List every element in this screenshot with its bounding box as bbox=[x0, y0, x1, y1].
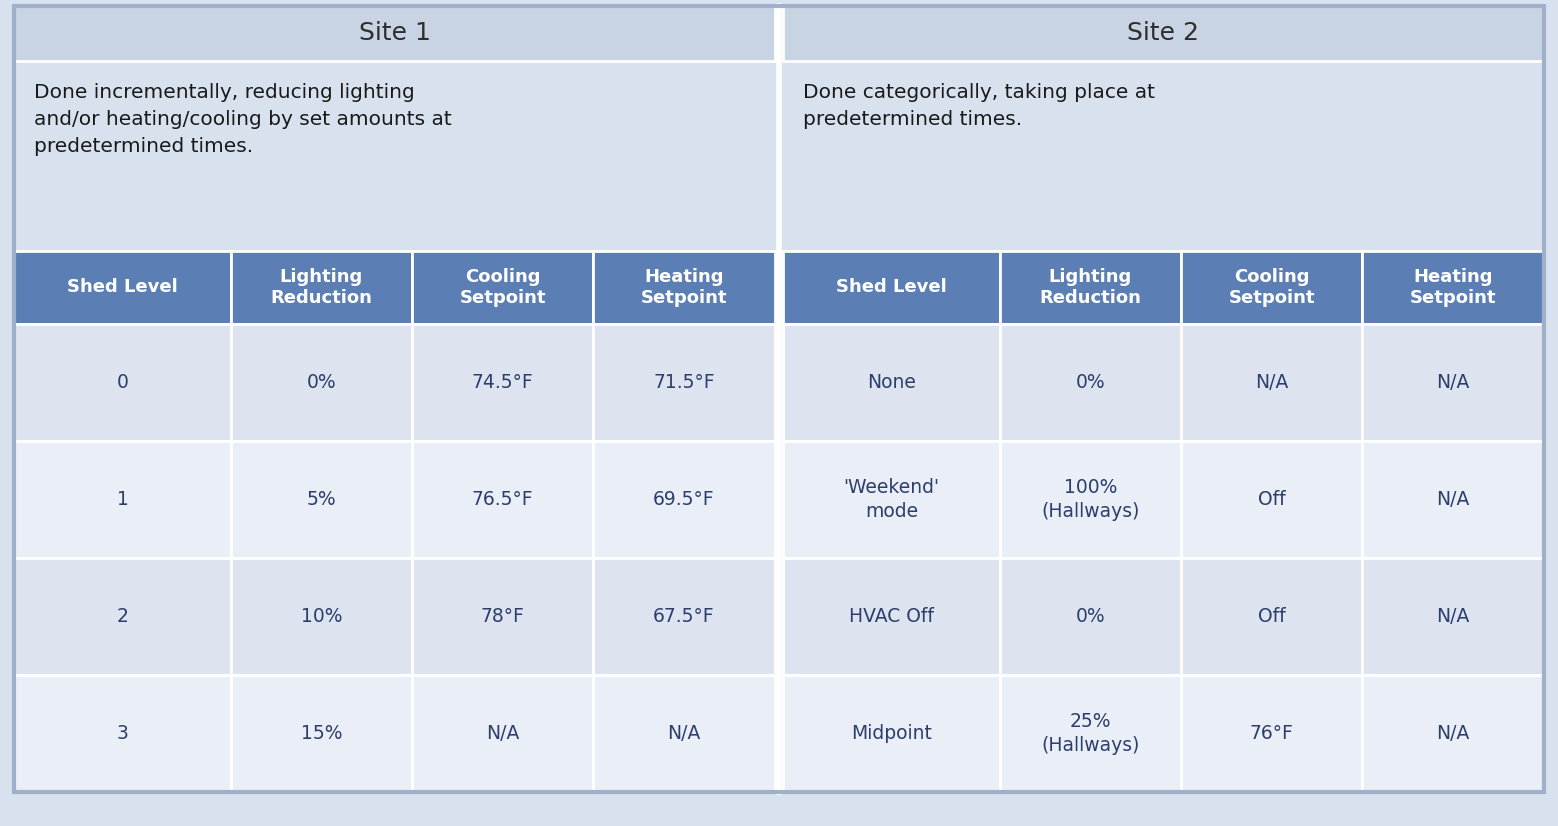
FancyBboxPatch shape bbox=[1181, 251, 1362, 324]
FancyBboxPatch shape bbox=[1181, 558, 1362, 675]
FancyBboxPatch shape bbox=[1362, 675, 1544, 792]
Text: 74.5°F: 74.5°F bbox=[472, 373, 533, 392]
Text: 76.5°F: 76.5°F bbox=[472, 490, 533, 509]
Text: 69.5°F: 69.5°F bbox=[653, 490, 715, 509]
FancyBboxPatch shape bbox=[231, 441, 411, 558]
Text: N/A: N/A bbox=[1254, 373, 1288, 392]
Text: Site 2: Site 2 bbox=[1128, 21, 1200, 45]
FancyBboxPatch shape bbox=[231, 324, 411, 441]
FancyBboxPatch shape bbox=[1000, 558, 1181, 675]
Text: Shed Level: Shed Level bbox=[67, 278, 178, 297]
Text: 'Weekend'
mode: 'Weekend' mode bbox=[843, 478, 939, 520]
Text: 1: 1 bbox=[117, 490, 128, 509]
FancyBboxPatch shape bbox=[1362, 441, 1544, 558]
Text: 5%: 5% bbox=[307, 490, 337, 509]
FancyBboxPatch shape bbox=[594, 324, 774, 441]
Text: 15%: 15% bbox=[301, 724, 343, 743]
Text: Lighting
Reduction: Lighting Reduction bbox=[1039, 268, 1142, 307]
FancyBboxPatch shape bbox=[14, 61, 774, 251]
Text: Off: Off bbox=[1257, 607, 1285, 626]
FancyBboxPatch shape bbox=[231, 558, 411, 675]
FancyBboxPatch shape bbox=[1000, 324, 1181, 441]
FancyBboxPatch shape bbox=[1362, 324, 1544, 441]
Text: 78°F: 78°F bbox=[480, 607, 525, 626]
FancyBboxPatch shape bbox=[231, 675, 411, 792]
FancyBboxPatch shape bbox=[411, 441, 594, 558]
FancyBboxPatch shape bbox=[1000, 441, 1181, 558]
Text: N/A: N/A bbox=[667, 724, 701, 743]
Text: 10%: 10% bbox=[301, 607, 343, 626]
Text: Heating
Setpoint: Heating Setpoint bbox=[1410, 268, 1496, 307]
FancyBboxPatch shape bbox=[784, 251, 1000, 324]
FancyBboxPatch shape bbox=[411, 558, 594, 675]
FancyBboxPatch shape bbox=[594, 441, 774, 558]
Text: Cooling
Setpoint: Cooling Setpoint bbox=[1228, 268, 1315, 307]
FancyBboxPatch shape bbox=[14, 558, 231, 675]
FancyBboxPatch shape bbox=[784, 6, 1544, 61]
Text: 0%: 0% bbox=[307, 373, 337, 392]
FancyBboxPatch shape bbox=[14, 441, 231, 558]
Text: None: None bbox=[866, 373, 916, 392]
FancyBboxPatch shape bbox=[1000, 251, 1181, 324]
FancyBboxPatch shape bbox=[14, 675, 231, 792]
Text: N/A: N/A bbox=[1436, 724, 1469, 743]
FancyBboxPatch shape bbox=[14, 6, 774, 61]
FancyBboxPatch shape bbox=[231, 251, 411, 324]
Text: Off: Off bbox=[1257, 490, 1285, 509]
Text: N/A: N/A bbox=[1436, 490, 1469, 509]
Text: Done categorically, taking place at
predetermined times.: Done categorically, taking place at pred… bbox=[802, 83, 1154, 129]
FancyBboxPatch shape bbox=[784, 61, 1544, 251]
Text: N/A: N/A bbox=[1436, 607, 1469, 626]
FancyBboxPatch shape bbox=[594, 675, 774, 792]
Text: Site 1: Site 1 bbox=[358, 21, 430, 45]
FancyBboxPatch shape bbox=[784, 324, 1000, 441]
Text: Heating
Setpoint: Heating Setpoint bbox=[640, 268, 728, 307]
Text: Lighting
Reduction: Lighting Reduction bbox=[271, 268, 372, 307]
FancyBboxPatch shape bbox=[14, 6, 1544, 792]
Text: 0%: 0% bbox=[1075, 607, 1105, 626]
Text: 2: 2 bbox=[117, 607, 128, 626]
FancyBboxPatch shape bbox=[411, 675, 594, 792]
FancyBboxPatch shape bbox=[14, 251, 231, 324]
Text: Cooling
Setpoint: Cooling Setpoint bbox=[460, 268, 545, 307]
Text: N/A: N/A bbox=[486, 724, 519, 743]
Text: Midpoint: Midpoint bbox=[851, 724, 932, 743]
FancyBboxPatch shape bbox=[1181, 441, 1362, 558]
FancyBboxPatch shape bbox=[1000, 675, 1181, 792]
Text: 67.5°F: 67.5°F bbox=[653, 607, 715, 626]
FancyBboxPatch shape bbox=[1181, 675, 1362, 792]
Text: Done incrementally, reducing lighting
and/or heating/cooling by set amounts at
p: Done incrementally, reducing lighting an… bbox=[34, 83, 452, 156]
FancyBboxPatch shape bbox=[594, 251, 774, 324]
Text: 0: 0 bbox=[117, 373, 128, 392]
FancyBboxPatch shape bbox=[1181, 324, 1362, 441]
FancyBboxPatch shape bbox=[14, 324, 231, 441]
FancyBboxPatch shape bbox=[411, 324, 594, 441]
Text: 0%: 0% bbox=[1075, 373, 1105, 392]
FancyBboxPatch shape bbox=[1362, 558, 1544, 675]
Text: 3: 3 bbox=[117, 724, 128, 743]
FancyBboxPatch shape bbox=[1362, 251, 1544, 324]
Text: 100%
(Hallways): 100% (Hallways) bbox=[1041, 478, 1139, 520]
Text: 71.5°F: 71.5°F bbox=[653, 373, 715, 392]
Text: 76°F: 76°F bbox=[1250, 724, 1293, 743]
FancyBboxPatch shape bbox=[784, 558, 1000, 675]
FancyBboxPatch shape bbox=[784, 675, 1000, 792]
FancyBboxPatch shape bbox=[594, 558, 774, 675]
Text: HVAC Off: HVAC Off bbox=[849, 607, 933, 626]
Text: N/A: N/A bbox=[1436, 373, 1469, 392]
Text: Shed Level: Shed Level bbox=[837, 278, 947, 297]
FancyBboxPatch shape bbox=[411, 251, 594, 324]
Text: 25%
(Hallways): 25% (Hallways) bbox=[1041, 712, 1139, 755]
FancyBboxPatch shape bbox=[784, 441, 1000, 558]
